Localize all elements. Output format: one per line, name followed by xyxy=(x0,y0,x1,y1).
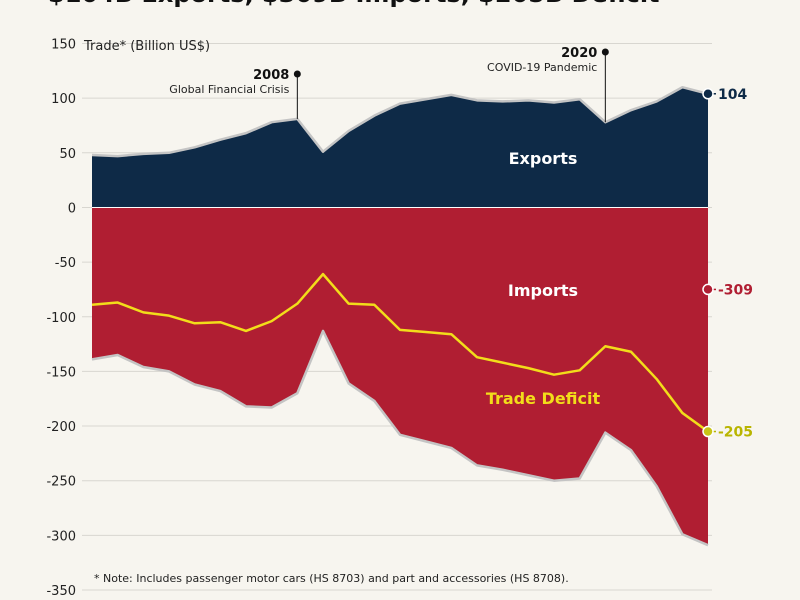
end-labels: 104 -309 -205 xyxy=(702,87,753,441)
deficit-label: Trade Deficit xyxy=(486,389,601,408)
annotation-year-2020: 2020 xyxy=(561,46,597,61)
exports-end-marker xyxy=(702,88,714,100)
exports-end-value: 104 xyxy=(718,87,747,103)
chart-title: $104B Exports, $309B Imports, $205B Defi… xyxy=(48,0,660,8)
deficit-end-value: -205 xyxy=(718,425,753,441)
y-axis-title: Trade* (Billion US$) xyxy=(83,39,210,54)
y-tick--200: -200 xyxy=(46,420,76,435)
y-tick--300: -300 xyxy=(46,529,76,544)
imports-label: Imports xyxy=(508,281,578,300)
y-tick--350: -350 xyxy=(46,584,76,599)
imports-end-marker xyxy=(702,283,714,296)
footnote: * Note: Includes passenger motor cars (H… xyxy=(94,572,569,585)
y-tick-150: 150 xyxy=(51,38,76,53)
exports-area xyxy=(92,87,708,208)
y-axis-ticks: 150 100 50 0 -50 -100 -150 -200 -250 -300 -350 xyxy=(46,38,76,600)
plot-areas xyxy=(92,87,708,546)
imports-area xyxy=(92,207,708,546)
y-tick--50: -50 xyxy=(55,256,76,271)
y-tick-0: 0 xyxy=(68,201,76,216)
annotation-dot-2020 xyxy=(601,48,609,56)
annotation-dot-2008 xyxy=(293,70,301,78)
imports-end-value: -309 xyxy=(718,282,753,298)
y-tick--150: -150 xyxy=(46,365,76,380)
deficit-line xyxy=(91,272,709,433)
imports-edge xyxy=(91,329,709,547)
annotation-text-2008: Global Financial Crisis xyxy=(169,83,289,96)
deficit-end-marker xyxy=(702,425,714,438)
y-tick-100: 100 xyxy=(51,92,76,107)
annotation-text-2020: COVID-19 Pandemic xyxy=(487,61,597,74)
annotation-year-2008: 2008 xyxy=(253,68,289,83)
y-tick-50: 50 xyxy=(59,147,76,162)
series-labels: Exports Imports Trade Deficit xyxy=(486,149,601,408)
y-tick--250: -250 xyxy=(46,475,76,490)
y-tick--100: -100 xyxy=(46,311,76,326)
exports-label: Exports xyxy=(509,149,578,168)
